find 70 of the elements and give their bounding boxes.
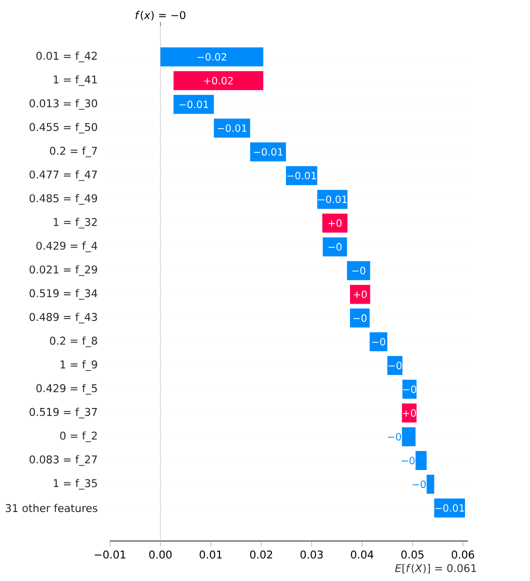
- data-label: −0: [354, 314, 367, 322]
- bar: [402, 380, 417, 399]
- y-tick-label: 1 = f_9: [60, 360, 98, 371]
- text: E[f(X)] = 0.061: [395, 564, 476, 574]
- bar: [174, 94, 214, 114]
- y-tick-label: 0 = f_2: [60, 431, 97, 442]
- x-tick-label: 0.03: [300, 550, 323, 559]
- data-label: −0: [388, 432, 401, 441]
- x-tick-label: 0.01: [200, 550, 222, 559]
- ref-line-label: f(x) = −0: [136, 10, 186, 20]
- x-tick-label: −0.01: [94, 550, 126, 559]
- bar: [286, 166, 318, 186]
- y-tick-label: 0.013 = f_30: [30, 99, 98, 110]
- data-label: −0: [372, 338, 386, 346]
- bar: [416, 451, 427, 470]
- y-tick-label: 0.429 = f_4: [36, 242, 98, 252]
- y-tick-label: 0.519 = f_37: [30, 408, 97, 418]
- data-label: −0.01: [318, 196, 347, 204]
- data-label: −0.01: [179, 100, 208, 108]
- bar: [350, 308, 370, 328]
- y-tick-label: 0.2 = f_7: [50, 146, 97, 158]
- y-tick-label: 0.519 = f_34: [30, 289, 98, 300]
- data-label: +0: [328, 219, 342, 227]
- bar: [160, 47, 264, 66]
- bar: [214, 118, 250, 138]
- y-tick-label: 31 other features: [6, 504, 98, 512]
- y-tick-label: 0.489 = f_43: [30, 312, 97, 324]
- y-tick-label: 1 = f_41: [54, 75, 97, 86]
- data-label: −0.01: [218, 124, 246, 132]
- bar: [350, 284, 370, 304]
- y-tick-label: 0.485 = f_49: [30, 194, 98, 205]
- y-tick-label: 0.01 = f_42: [36, 52, 97, 62]
- data-label: +0: [402, 409, 416, 417]
- y-tick-label: 1 = f_32: [54, 218, 97, 228]
- data-label: −0.01: [435, 504, 464, 512]
- bar: [250, 142, 286, 162]
- bar: [322, 214, 348, 233]
- x-tick-label: 0.04: [350, 550, 374, 559]
- bar: [402, 427, 416, 446]
- y-tick-label: 0.021 = f_29: [30, 265, 98, 276]
- x-tick-label: 0.00: [149, 550, 172, 559]
- x-tick-label: 0.05: [401, 550, 424, 559]
- data-label: −0: [352, 266, 366, 274]
- x-tick-label: 0.02: [250, 550, 272, 559]
- bar: [370, 332, 388, 352]
- data-label: −0: [402, 456, 415, 464]
- data-label: −0.01: [287, 172, 316, 180]
- bar: [174, 71, 264, 90]
- data-label: −0: [412, 480, 426, 488]
- y-tick-label: 0.455 = f_50: [30, 122, 98, 134]
- bar: [346, 261, 370, 280]
- data-label: +0: [354, 290, 367, 298]
- data-label: +0.02: [204, 76, 233, 84]
- bar: [402, 404, 417, 423]
- y-tick-label: 0.2 = f_8: [50, 336, 98, 348]
- y-tick-label: 0.429 = f_5: [36, 384, 97, 395]
- bar: [426, 474, 434, 494]
- bar: [322, 237, 347, 256]
- data-label: −0: [388, 362, 402, 370]
- bar: [317, 190, 348, 209]
- data-label: −0.01: [254, 148, 282, 156]
- bar: [434, 498, 465, 518]
- y-tick-label: 0.083 = f_27: [30, 455, 97, 466]
- y-tick-label: 0.477 = f_47: [30, 170, 97, 181]
- x-tick-label: 0.06: [452, 550, 474, 559]
- data-label: −0: [328, 243, 342, 251]
- bar: [387, 356, 402, 376]
- data-label: −0: [403, 386, 416, 394]
- data-label: −0.02: [198, 53, 226, 61]
- y-tick-label: 1 = f_35: [54, 478, 97, 490]
